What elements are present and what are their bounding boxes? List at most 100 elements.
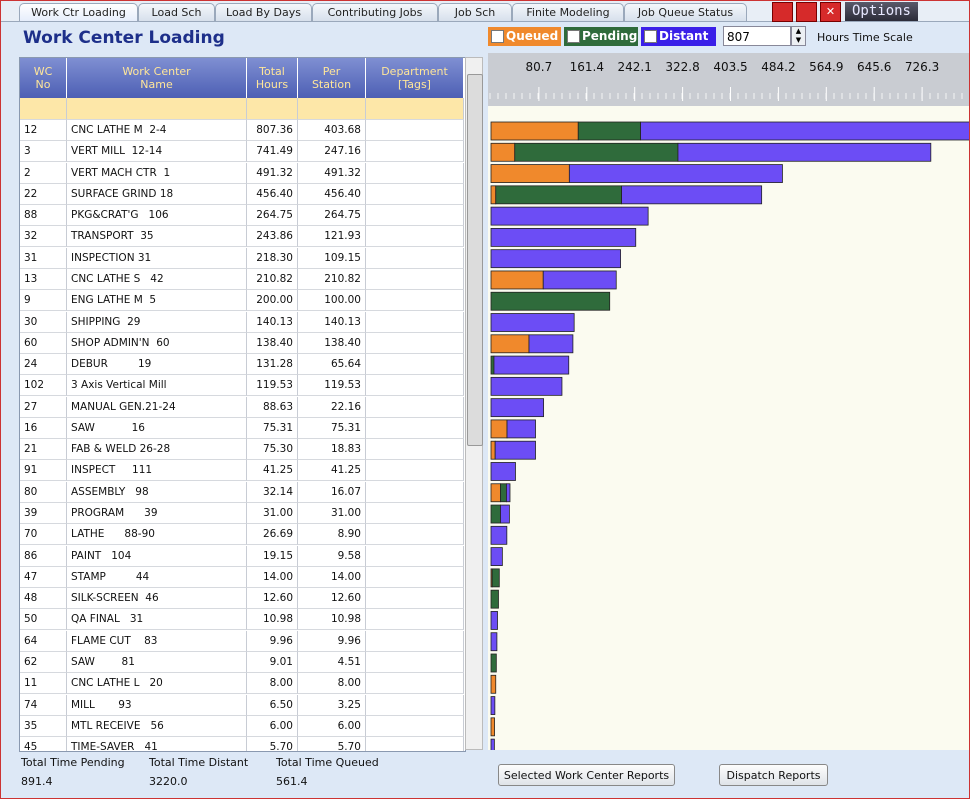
bar-segment [677, 142, 932, 162]
bar-segment [490, 525, 508, 545]
tab[interactable]: Contributing Jobs [312, 3, 438, 21]
table-cell: 75.31 [298, 417, 366, 439]
table-cell: VERT MILL 12-14 [67, 141, 247, 163]
table-cell: 12.60 [298, 588, 366, 610]
table-cell: 100.00 [298, 290, 366, 312]
bar-segment [490, 547, 503, 567]
close-button[interactable]: ✕ [820, 2, 841, 22]
bar-segment [490, 462, 516, 481]
table-cell: 264.75 [247, 205, 298, 227]
bar-segment [621, 185, 763, 205]
bar-segment [495, 185, 622, 205]
tab[interactable]: Job Queue Status [624, 3, 747, 21]
bar-segment [490, 355, 495, 375]
table-cell: 21 [20, 439, 67, 461]
table-cell: 75.31 [247, 417, 298, 439]
load-chart: 80.7 161.4 242.1 322.8 403.5 484.2 564.9 645.6 7… [488, 53, 969, 750]
table-cell: SURFACE GRIND 18 [67, 183, 247, 205]
table-cell: 131.28 [247, 354, 298, 376]
scroll-thumb[interactable] [467, 74, 483, 446]
filter-cell [298, 98, 366, 120]
table-cell: 80 [20, 481, 67, 503]
table-cell: 45 [20, 737, 67, 751]
options-button[interactable]: Options [845, 2, 918, 21]
bar-segment [490, 164, 570, 183]
table-cell: 13 [20, 268, 67, 290]
spinner[interactable]: ▲ ▼ [791, 26, 806, 46]
empty-cell [366, 737, 464, 751]
tab[interactable]: Load Sch [138, 3, 215, 21]
x-tick-label: 242.1 [618, 60, 652, 74]
tab[interactable]: Job Sch [438, 3, 512, 21]
table-cell: 5.70 [247, 737, 298, 751]
table-cell: 19.15 [247, 545, 298, 567]
table-cell: 9.96 [298, 630, 366, 652]
empty-cell [366, 439, 464, 461]
work-center-reports-button[interactable]: Selected Work Center Reports [498, 764, 675, 786]
table-cell: CNC LATHE S 42 [67, 268, 247, 290]
bar-segment [490, 738, 495, 750]
table-cell: 64 [20, 630, 67, 652]
table-cell: 807.36 [247, 120, 298, 141]
table-cell: 70 [20, 524, 67, 546]
table-cell: LATHE 88-90 [67, 524, 247, 546]
table-cell: 35 [20, 715, 67, 737]
filter-cell [67, 98, 247, 120]
filter-cell [247, 98, 298, 120]
bar-segment [490, 632, 498, 652]
table-cell: 741.49 [247, 141, 298, 163]
bar-segment [490, 249, 621, 269]
column-header: Work Center Name [67, 58, 247, 98]
table-cell: 3.25 [298, 694, 366, 716]
table-cell: 12.60 [247, 588, 298, 610]
table-cell: 456.40 [247, 183, 298, 205]
total-label: Total Time Queued [276, 756, 379, 769]
table-cell: 8.90 [298, 524, 366, 546]
tab[interactable]: Finite Modeling [512, 3, 624, 21]
table-cell: 140.13 [247, 311, 298, 333]
table-cell: 11 [20, 673, 67, 695]
scrollbar[interactable] [465, 57, 483, 750]
minimize-button[interactable] [772, 2, 793, 22]
x-tick-label: 564.9 [809, 60, 843, 74]
tab[interactable]: Work Ctr Loading [19, 3, 138, 21]
table-cell: 491.32 [247, 162, 298, 184]
table-cell: 24 [20, 354, 67, 376]
time-scale-input[interactable]: 807 [723, 26, 791, 46]
table-cell: INSPECT 111 [67, 460, 247, 482]
table-cell: 9 [20, 290, 67, 312]
table-cell: SAW 16 [67, 417, 247, 439]
maximize-button[interactable] [796, 2, 817, 22]
table-cell: QA FINAL 31 [67, 609, 247, 631]
table-cell: TRANSPORT 35 [67, 226, 247, 248]
table-cell: MILL 93 [67, 694, 247, 716]
table-cell: SHIPPING 29 [67, 311, 247, 333]
table-cell: PKG&CRAT'G 106 [67, 205, 247, 227]
table-cell: 30 [20, 311, 67, 333]
table-cell: CNC LATHE L 20 [67, 673, 247, 695]
tab[interactable]: Load By Days [215, 3, 312, 21]
empty-cell [366, 183, 464, 205]
filter-cell [366, 98, 464, 120]
table-cell: 26.69 [247, 524, 298, 546]
pending-toggle[interactable]: Pending [564, 27, 638, 46]
queued-toggle[interactable]: Queued [488, 27, 561, 46]
table-cell: 138.40 [298, 332, 366, 354]
table-cell: 4.51 [298, 652, 366, 673]
table-cell: 6.00 [298, 715, 366, 737]
table-cell: 5.70 [298, 737, 366, 751]
bar-segment [577, 121, 641, 141]
table-cell: TIME-SAVER 41 [67, 737, 247, 751]
table-cell: SAW 81 [67, 652, 247, 673]
dispatch-reports-button[interactable]: Dispatch Reports [719, 764, 828, 786]
distant-toggle[interactable]: Distant [641, 27, 716, 46]
table-cell: 22 [20, 183, 67, 205]
x-tick-label: 726.3 [905, 60, 939, 74]
table-cell: 47 [20, 566, 67, 588]
empty-cell [366, 354, 464, 376]
table-cell: STAMP 44 [67, 566, 247, 588]
table-cell: 3 Axis Vertical Mill [67, 375, 247, 397]
table-cell: 31.00 [247, 503, 298, 525]
table-cell: 16 [20, 417, 67, 439]
empty-cell [366, 396, 464, 418]
